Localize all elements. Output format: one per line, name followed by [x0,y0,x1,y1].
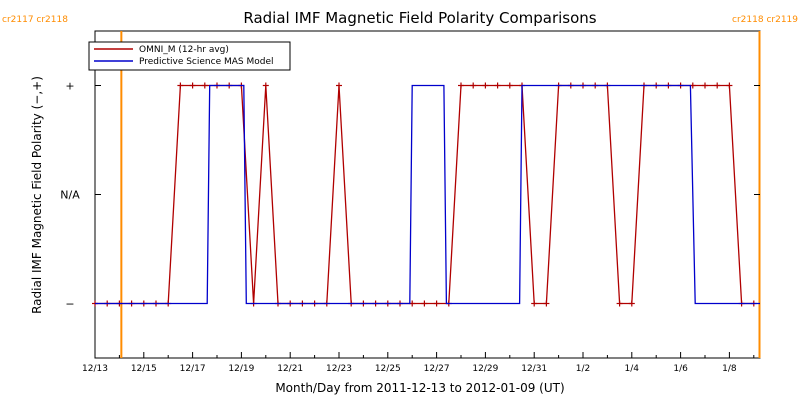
data-point-marker [262,82,269,89]
x-tick-label: 12/25 [375,364,401,374]
data-point-marker [482,82,489,89]
data-point-marker [702,82,708,89]
y-tick-label: N/A [60,189,80,202]
series-line-omni [95,84,754,305]
x-tick-label: 12/15 [131,364,157,374]
x-tick-label: 12/21 [277,364,303,374]
x-tick-label: 12/19 [228,364,254,374]
x-tick-label: 12/13 [82,364,108,374]
x-tick-label: 12/27 [424,364,450,374]
data-point-marker [726,82,733,89]
chart-title: Radial IMF Magnetic Field Polarity Compa… [243,9,596,27]
data-point-marker [531,300,538,307]
y-axis-label: Radial IMF Magnetic Field Polarity (−,+) [30,76,44,314]
data-point-marker [433,300,440,307]
data-point-marker [470,82,477,89]
plot-frame [94,30,761,359]
legend-box [88,41,291,71]
data-point-marker [421,300,428,307]
legend-label-omni: OMNI_M (12-hr avg) [139,45,229,55]
x-tick-label: 1/4 [625,364,640,374]
x-tick-label: 1/8 [722,364,737,374]
legend: OMNI_M (12-hr avg) Predictive Science MA… [88,41,291,71]
data-point-marker [458,82,464,89]
x-tick-label: 12/23 [326,364,352,374]
data-point-marker [628,300,635,307]
data-point-marker [543,300,550,307]
carrington-marker-label: cr2117 cr2118 [2,15,68,25]
x-tick-label: 12/17 [180,364,206,374]
x-axis-label: Month/Day from 2011-12-13 to 2012-01-09 … [275,381,564,395]
y-tick-label: + [65,80,74,93]
carrington-marker-label: cr2118 cr2119 [732,15,798,25]
x-tick-label: 1/2 [576,364,590,374]
series-line-mas [95,84,760,305]
x-tick-label: 12/31 [521,364,547,374]
data-point-marker [506,82,513,89]
x-tick-label: 12/29 [472,364,498,374]
y-tick-label: − [65,298,74,311]
data-point-marker [494,82,501,89]
data-point-marker [714,82,721,89]
data-point-marker [189,82,196,89]
x-tick-label: 1/6 [673,364,688,374]
data-point-marker [201,82,208,89]
data-point-marker [177,82,184,89]
data-point-marker [336,82,342,89]
legend-label-mas: Predictive Science MAS Model [139,57,274,67]
data-point-marker [616,300,623,307]
